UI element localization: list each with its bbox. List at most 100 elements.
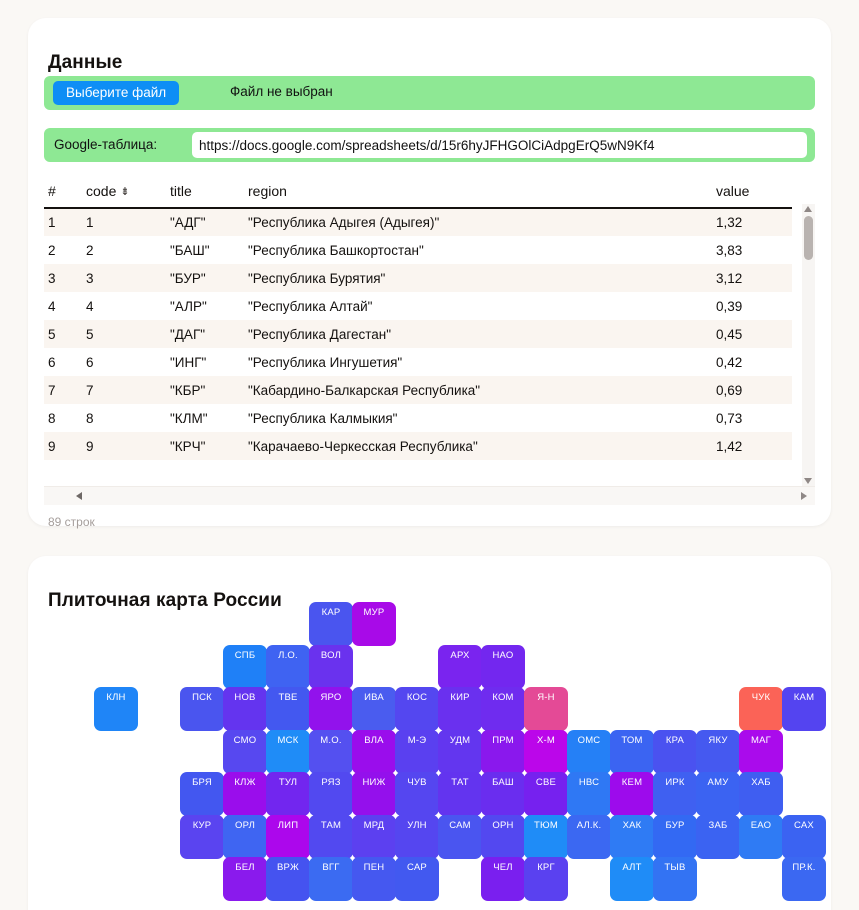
map-tile-бел[interactable]: БЕЛ [223, 857, 267, 901]
table-row[interactable]: 8 8 "КЛМ" "Республика Калмыкия" 0,73 [44, 404, 792, 432]
table-row[interactable]: 6 6 "ИНГ" "Республика Ингушетия" 0,42 [44, 348, 792, 376]
map-tile-сар[interactable]: САР [395, 857, 439, 901]
map-tile-маг[interactable]: МАГ [739, 729, 783, 774]
map-tile-кам[interactable]: КАМ [782, 687, 826, 731]
map-tile-яку[interactable]: ЯКУ [696, 729, 740, 774]
column-header-code[interactable]: code ⇟ [82, 178, 166, 209]
map-tile-прм[interactable]: ПРМ [481, 729, 525, 774]
map-tile-орн[interactable]: ОРН [481, 814, 525, 859]
map-tile-вол[interactable]: ВОЛ [309, 644, 353, 689]
choose-file-button[interactable]: Выберите файл [53, 81, 180, 105]
map-tile-мск[interactable]: МСК [266, 729, 310, 774]
map-tile-лип[interactable]: ЛИП [266, 814, 310, 859]
map-tile-пен[interactable]: ПЕН [352, 857, 396, 901]
map-tile-мо[interactable]: М.О. [309, 729, 353, 774]
map-tile-вгг[interactable]: ВГГ [309, 857, 353, 901]
map-tile-клж[interactable]: КЛЖ [223, 772, 267, 816]
map-tile-там[interactable]: ТАМ [309, 814, 353, 859]
map-tile-чел[interactable]: ЧЕЛ [481, 857, 525, 901]
table-header-row: # code ⇟ title region value [44, 178, 792, 209]
map-tile-алт[interactable]: АЛТ [610, 857, 654, 901]
map-tile-нвс[interactable]: НВС [567, 772, 611, 816]
map-tile-све[interactable]: СВЕ [524, 772, 568, 816]
map-tile-ниж[interactable]: НИЖ [352, 772, 396, 816]
map-tile-алк[interactable]: АЛ.К. [567, 814, 611, 859]
map-tile-мур[interactable]: МУР [352, 602, 396, 646]
map-tile-тул[interactable]: ТУЛ [266, 772, 310, 816]
table-row[interactable]: 1 1 "АДГ" "Республика Адыгея (Адыгея)" 1,32 [44, 208, 792, 236]
table-row[interactable]: 7 7 "КБР" "Кабардино-Балкарская Республика"… [44, 376, 792, 404]
google-sheet-input[interactable] [192, 132, 807, 158]
map-tile-смо[interactable]: СМО [223, 729, 267, 774]
map-tile-ло[interactable]: Л.О. [266, 644, 310, 689]
table-row[interactable]: 4 4 "АЛР" "Республика Алтай" 0,39 [44, 292, 792, 320]
map-tile-арх[interactable]: АРХ [438, 644, 482, 689]
map-tile-омс[interactable]: ОМС [567, 729, 611, 774]
scroll-right-arrow-icon[interactable] [801, 492, 807, 500]
scroll-left-arrow-icon[interactable] [76, 492, 82, 500]
map-tile-орл[interactable]: ОРЛ [223, 814, 267, 859]
map-tile-аму[interactable]: АМУ [696, 772, 740, 816]
scroll-up-arrow-icon[interactable] [804, 206, 812, 212]
map-tile-я-н[interactable]: Я-Н [524, 687, 568, 731]
map-tile-баш[interactable]: БАШ [481, 772, 525, 816]
map-tile-ива[interactable]: ИВА [352, 687, 396, 731]
column-header-value[interactable]: value [712, 178, 792, 209]
table-cell-title: "АДГ" [166, 208, 244, 236]
table-cell-region: "Республика Башкортостан" [244, 236, 712, 264]
map-tile-прк[interactable]: ПР.К. [782, 857, 826, 901]
map-tile-х-м[interactable]: Х-М [524, 729, 568, 774]
map-tile-хаб[interactable]: ХАБ [739, 772, 783, 816]
map-tile-удм[interactable]: УДМ [438, 729, 482, 774]
map-tile-заб[interactable]: ЗАБ [696, 814, 740, 859]
map-tile-крг[interactable]: КРГ [524, 857, 568, 901]
map-tile-чук[interactable]: ЧУК [739, 687, 783, 731]
map-tile-бур[interactable]: БУР [653, 814, 697, 859]
map-tile-нов[interactable]: НОВ [223, 687, 267, 731]
table-row[interactable]: 5 5 "ДАГ" "Республика Дагестан" 0,45 [44, 320, 792, 348]
map-tile-яро[interactable]: ЯРО [309, 687, 353, 731]
map-tile-нао[interactable]: НАО [481, 644, 525, 689]
map-tile-тюм[interactable]: ТЮМ [524, 814, 568, 859]
map-tile-еао[interactable]: ЕАО [739, 814, 783, 859]
map-tile-м-э[interactable]: М-Э [395, 729, 439, 774]
table-vertical-scrollbar[interactable] [802, 204, 815, 486]
table-row[interactable]: 3 3 "БУР" "Республика Бурятия" 3,12 [44, 264, 792, 292]
map-tile-кир[interactable]: КИР [438, 687, 482, 731]
map-tile-бря[interactable]: БРЯ [180, 772, 224, 816]
map-tile-тат[interactable]: ТАТ [438, 772, 482, 816]
map-tile-спб[interactable]: СПБ [223, 644, 267, 689]
sort-icon[interactable]: ⇟ [120, 186, 130, 198]
map-tile-кур[interactable]: КУР [180, 814, 224, 859]
table-cell-code: 4 [82, 292, 166, 320]
data-table: # code ⇟ title region value 1 1 "АДГ" "Респу… [44, 178, 792, 460]
map-tile-кра[interactable]: КРА [653, 729, 697, 774]
map-tile-ряз[interactable]: РЯЗ [309, 772, 353, 816]
column-header-title[interactable]: title [166, 178, 244, 209]
map-tile-кар[interactable]: КАР [309, 602, 353, 646]
map-tile-пск[interactable]: ПСК [180, 687, 224, 731]
map-tile-улн[interactable]: УЛН [395, 814, 439, 859]
map-tile-ирк[interactable]: ИРК [653, 772, 697, 816]
map-tile-тве[interactable]: ТВЕ [266, 687, 310, 731]
map-tile-тыв[interactable]: ТЫВ [653, 857, 697, 901]
column-header-region[interactable]: region [244, 178, 712, 209]
map-tile-врж[interactable]: ВРЖ [266, 857, 310, 901]
map-tile-клн[interactable]: КЛН [94, 687, 138, 731]
map-tile-сам[interactable]: САМ [438, 814, 482, 859]
map-tile-мрд[interactable]: МРД [352, 814, 396, 859]
table-row[interactable]: 2 2 "БАШ" "Республика Башкортостан" 3,83 [44, 236, 792, 264]
map-tile-чув[interactable]: ЧУВ [395, 772, 439, 816]
map-tile-том[interactable]: ТОМ [610, 729, 654, 774]
map-tile-сах[interactable]: САХ [782, 814, 826, 859]
map-tile-хак[interactable]: ХАК [610, 814, 654, 859]
scroll-down-arrow-icon[interactable] [804, 478, 812, 484]
table-horizontal-scrollbar[interactable] [44, 486, 815, 505]
table-row[interactable]: 9 9 "КРЧ" "Карачаево-Черкесская Республика"… [44, 432, 792, 460]
map-tile-кос[interactable]: КОС [395, 687, 439, 731]
map-tile-вла[interactable]: ВЛА [352, 729, 396, 774]
tile-map-grid: КАР МУР СПБ Л.О. ВОЛ АРХ НАО КЛН ПСК НОВ ТВЕ ЯРО ИВА… [28, 602, 831, 910]
map-tile-кем[interactable]: КЕМ [610, 772, 654, 816]
vertical-scroll-thumb[interactable] [804, 216, 813, 260]
map-tile-ком[interactable]: КОМ [481, 687, 525, 731]
